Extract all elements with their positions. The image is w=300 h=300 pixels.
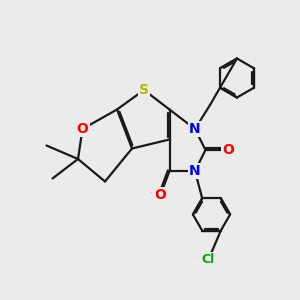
Text: N: N [189,122,201,136]
Text: O: O [76,122,88,136]
Text: Cl: Cl [202,253,215,266]
Text: O: O [222,143,234,157]
Text: N: N [189,164,201,178]
Text: O: O [154,188,166,202]
Text: S: S [139,83,149,97]
